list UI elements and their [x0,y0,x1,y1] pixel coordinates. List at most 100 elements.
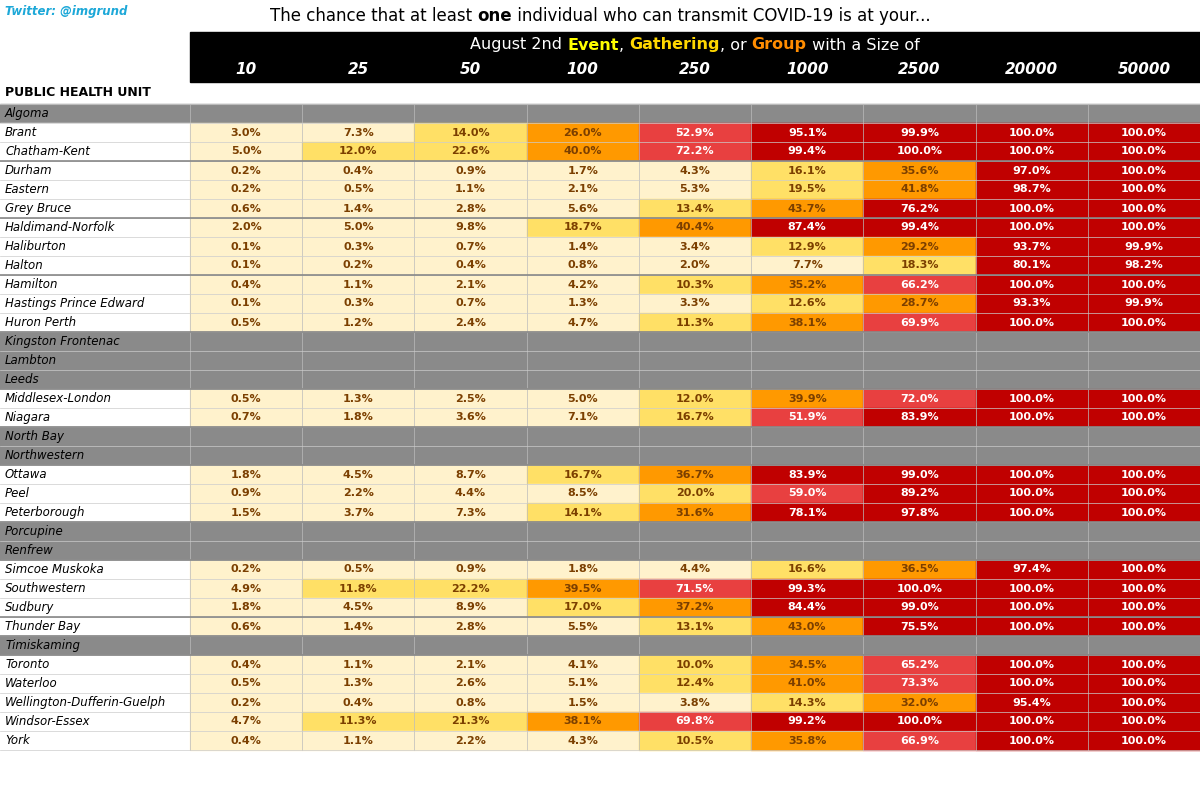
Bar [0,560,190,579]
Bar [527,161,638,180]
Text: 40.4%: 40.4% [676,222,714,232]
Text: 100.0%: 100.0% [1121,603,1166,613]
Text: 16.7%: 16.7% [676,413,714,422]
Bar [302,731,414,750]
Text: 1.4%: 1.4% [343,203,374,214]
Text: 7.3%: 7.3% [343,127,373,138]
Bar [863,655,976,674]
Bar [863,503,976,522]
Text: 2.2%: 2.2% [455,736,486,746]
Bar [976,465,1087,484]
Text: Chatham-Kent: Chatham-Kent [5,145,90,158]
Text: 35.2%: 35.2% [788,280,827,289]
Text: Northwestern: Northwestern [5,449,85,462]
Bar [751,389,863,408]
Bar [751,503,863,522]
Bar [0,541,1200,560]
Bar [976,617,1087,636]
Text: Simcoe Muskoka: Simcoe Muskoka [5,563,103,576]
Text: 2.1%: 2.1% [568,185,599,194]
Text: 51.9%: 51.9% [788,413,827,422]
Bar [190,731,302,750]
Bar [414,294,527,313]
Bar [0,731,190,750]
Bar [527,598,638,617]
Text: 100.0%: 100.0% [1121,147,1166,156]
Bar [1087,389,1200,408]
Bar [638,218,751,237]
Bar [0,180,190,199]
Bar [863,731,976,750]
Bar [863,313,976,332]
Bar [976,484,1087,503]
Bar [976,655,1087,674]
Bar [638,579,751,598]
Bar [190,712,302,731]
Bar [0,655,190,674]
Text: 97.8%: 97.8% [900,508,938,517]
Text: 100.0%: 100.0% [1121,470,1166,480]
Bar [976,408,1087,427]
Text: 100.0%: 100.0% [1009,679,1055,688]
Text: 22.2%: 22.2% [451,584,490,593]
Text: 2.6%: 2.6% [455,679,486,688]
Text: 11.8%: 11.8% [340,584,378,593]
Text: Leeds: Leeds [5,373,40,386]
Bar [190,313,302,332]
Bar [190,674,302,693]
Bar [190,503,302,522]
Text: 100.0%: 100.0% [1009,508,1055,517]
Bar [638,180,751,199]
Bar [0,446,1200,465]
Bar [0,617,190,636]
Text: 65.2%: 65.2% [900,659,938,670]
Text: 0.4%: 0.4% [455,260,486,271]
Bar [190,199,302,218]
Text: 1.1%: 1.1% [343,736,373,746]
Text: 100.0%: 100.0% [1121,280,1166,289]
Text: 1.7%: 1.7% [568,165,599,176]
Bar [0,104,1200,123]
Bar [302,579,414,598]
Text: 71.5%: 71.5% [676,584,714,593]
Text: 89.2%: 89.2% [900,488,938,498]
Text: 99.0%: 99.0% [900,470,938,480]
Text: 10.3%: 10.3% [676,280,714,289]
Text: 250: 250 [679,63,710,77]
Bar [414,693,527,712]
Bar [1087,218,1200,237]
Bar [302,161,414,180]
Text: 100.0%: 100.0% [1121,318,1166,327]
Bar [638,142,751,161]
Bar [0,503,190,522]
Bar [414,161,527,180]
Bar [976,294,1087,313]
Text: 4.7%: 4.7% [230,717,262,726]
Bar [190,237,302,256]
Bar [414,142,527,161]
Bar [302,484,414,503]
Bar [0,218,190,237]
Text: 100.0%: 100.0% [896,584,942,593]
Text: 13.4%: 13.4% [676,203,714,214]
Text: 12.0%: 12.0% [676,393,714,404]
Text: 100.0%: 100.0% [1121,697,1166,708]
Bar [527,693,638,712]
Bar [190,598,302,617]
Bar [190,408,302,427]
Bar [414,674,527,693]
Bar [0,313,190,332]
Text: 1.8%: 1.8% [230,470,262,480]
Bar [527,731,638,750]
Bar [638,256,751,275]
Bar [414,237,527,256]
Text: 73.3%: 73.3% [900,679,938,688]
Text: 0.4%: 0.4% [230,736,262,746]
Text: 16.1%: 16.1% [788,165,827,176]
Text: 43.0%: 43.0% [788,621,827,631]
Text: 100.0%: 100.0% [1121,203,1166,214]
Text: 0.4%: 0.4% [230,280,262,289]
Text: 100.0%: 100.0% [1121,185,1166,194]
Bar [1087,712,1200,731]
Bar [0,332,1200,351]
